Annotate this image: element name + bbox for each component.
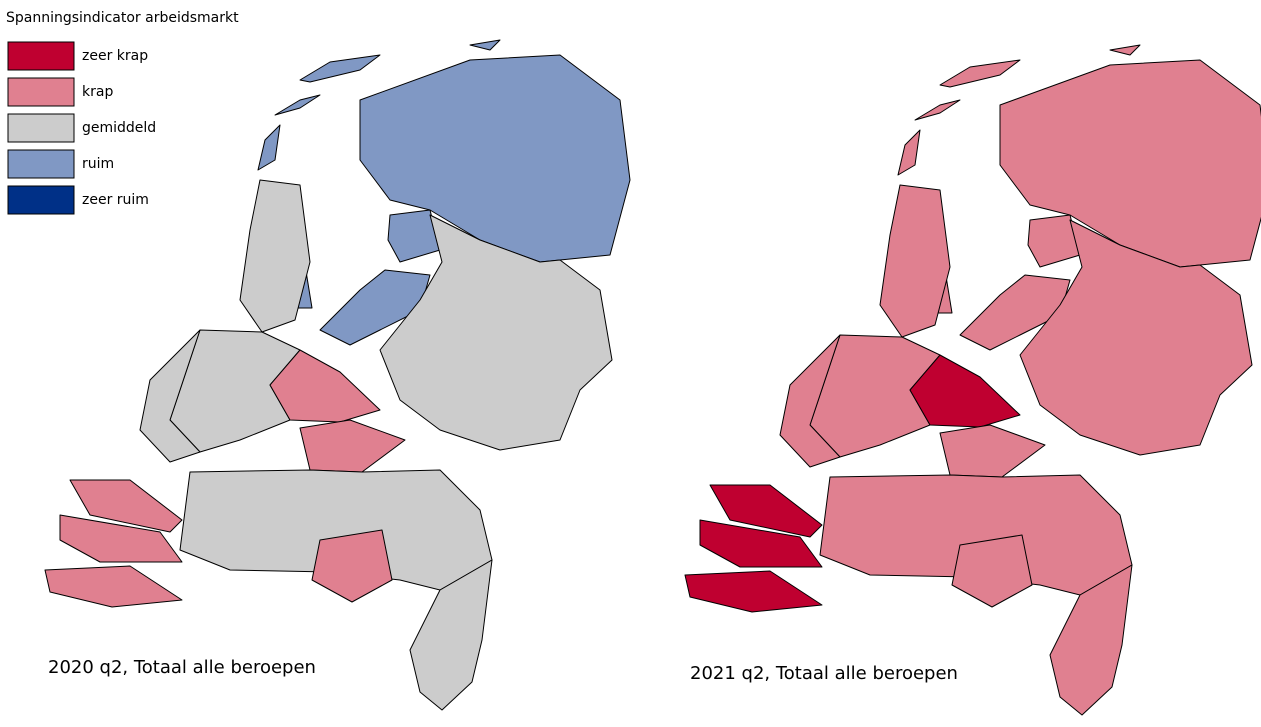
region: [300, 55, 380, 82]
region: [1110, 45, 1140, 55]
region: [880, 185, 950, 337]
region: [300, 420, 405, 472]
region: [898, 130, 920, 175]
region: [240, 180, 310, 332]
legend-label: zeer ruim: [82, 192, 149, 208]
map-caption: 2020 q2, Totaal alle beroepen: [48, 657, 316, 678]
region: [258, 125, 280, 170]
region: [275, 95, 320, 115]
legend-swatch: [8, 114, 74, 142]
legend-swatch: [8, 186, 74, 214]
legend-label: zeer krap: [82, 48, 148, 64]
region: [940, 60, 1020, 87]
region: [940, 425, 1045, 477]
region: [915, 100, 960, 120]
region: [45, 566, 182, 607]
legend-swatch: [8, 78, 74, 106]
legend-label: gemiddeld: [82, 120, 156, 136]
region: [685, 571, 822, 612]
legend-swatch: [8, 150, 74, 178]
legend-label: krap: [82, 84, 113, 100]
legend: zeer krap krap gemiddeld ruim zeer ruim: [8, 42, 156, 214]
region: [312, 530, 392, 602]
region: [952, 535, 1032, 607]
page: Spanningsindicator arbeidsmarkt zeer kra…: [0, 0, 1261, 727]
map-caption: 2021 q2, Totaal alle beroepen: [690, 663, 958, 684]
map: [685, 45, 1261, 715]
legend-swatch: [8, 42, 74, 70]
region: [470, 40, 500, 50]
map: [45, 40, 630, 710]
legend-title: Spanningsindicator arbeidsmarkt: [6, 10, 239, 26]
legend-label: ruim: [82, 156, 114, 172]
